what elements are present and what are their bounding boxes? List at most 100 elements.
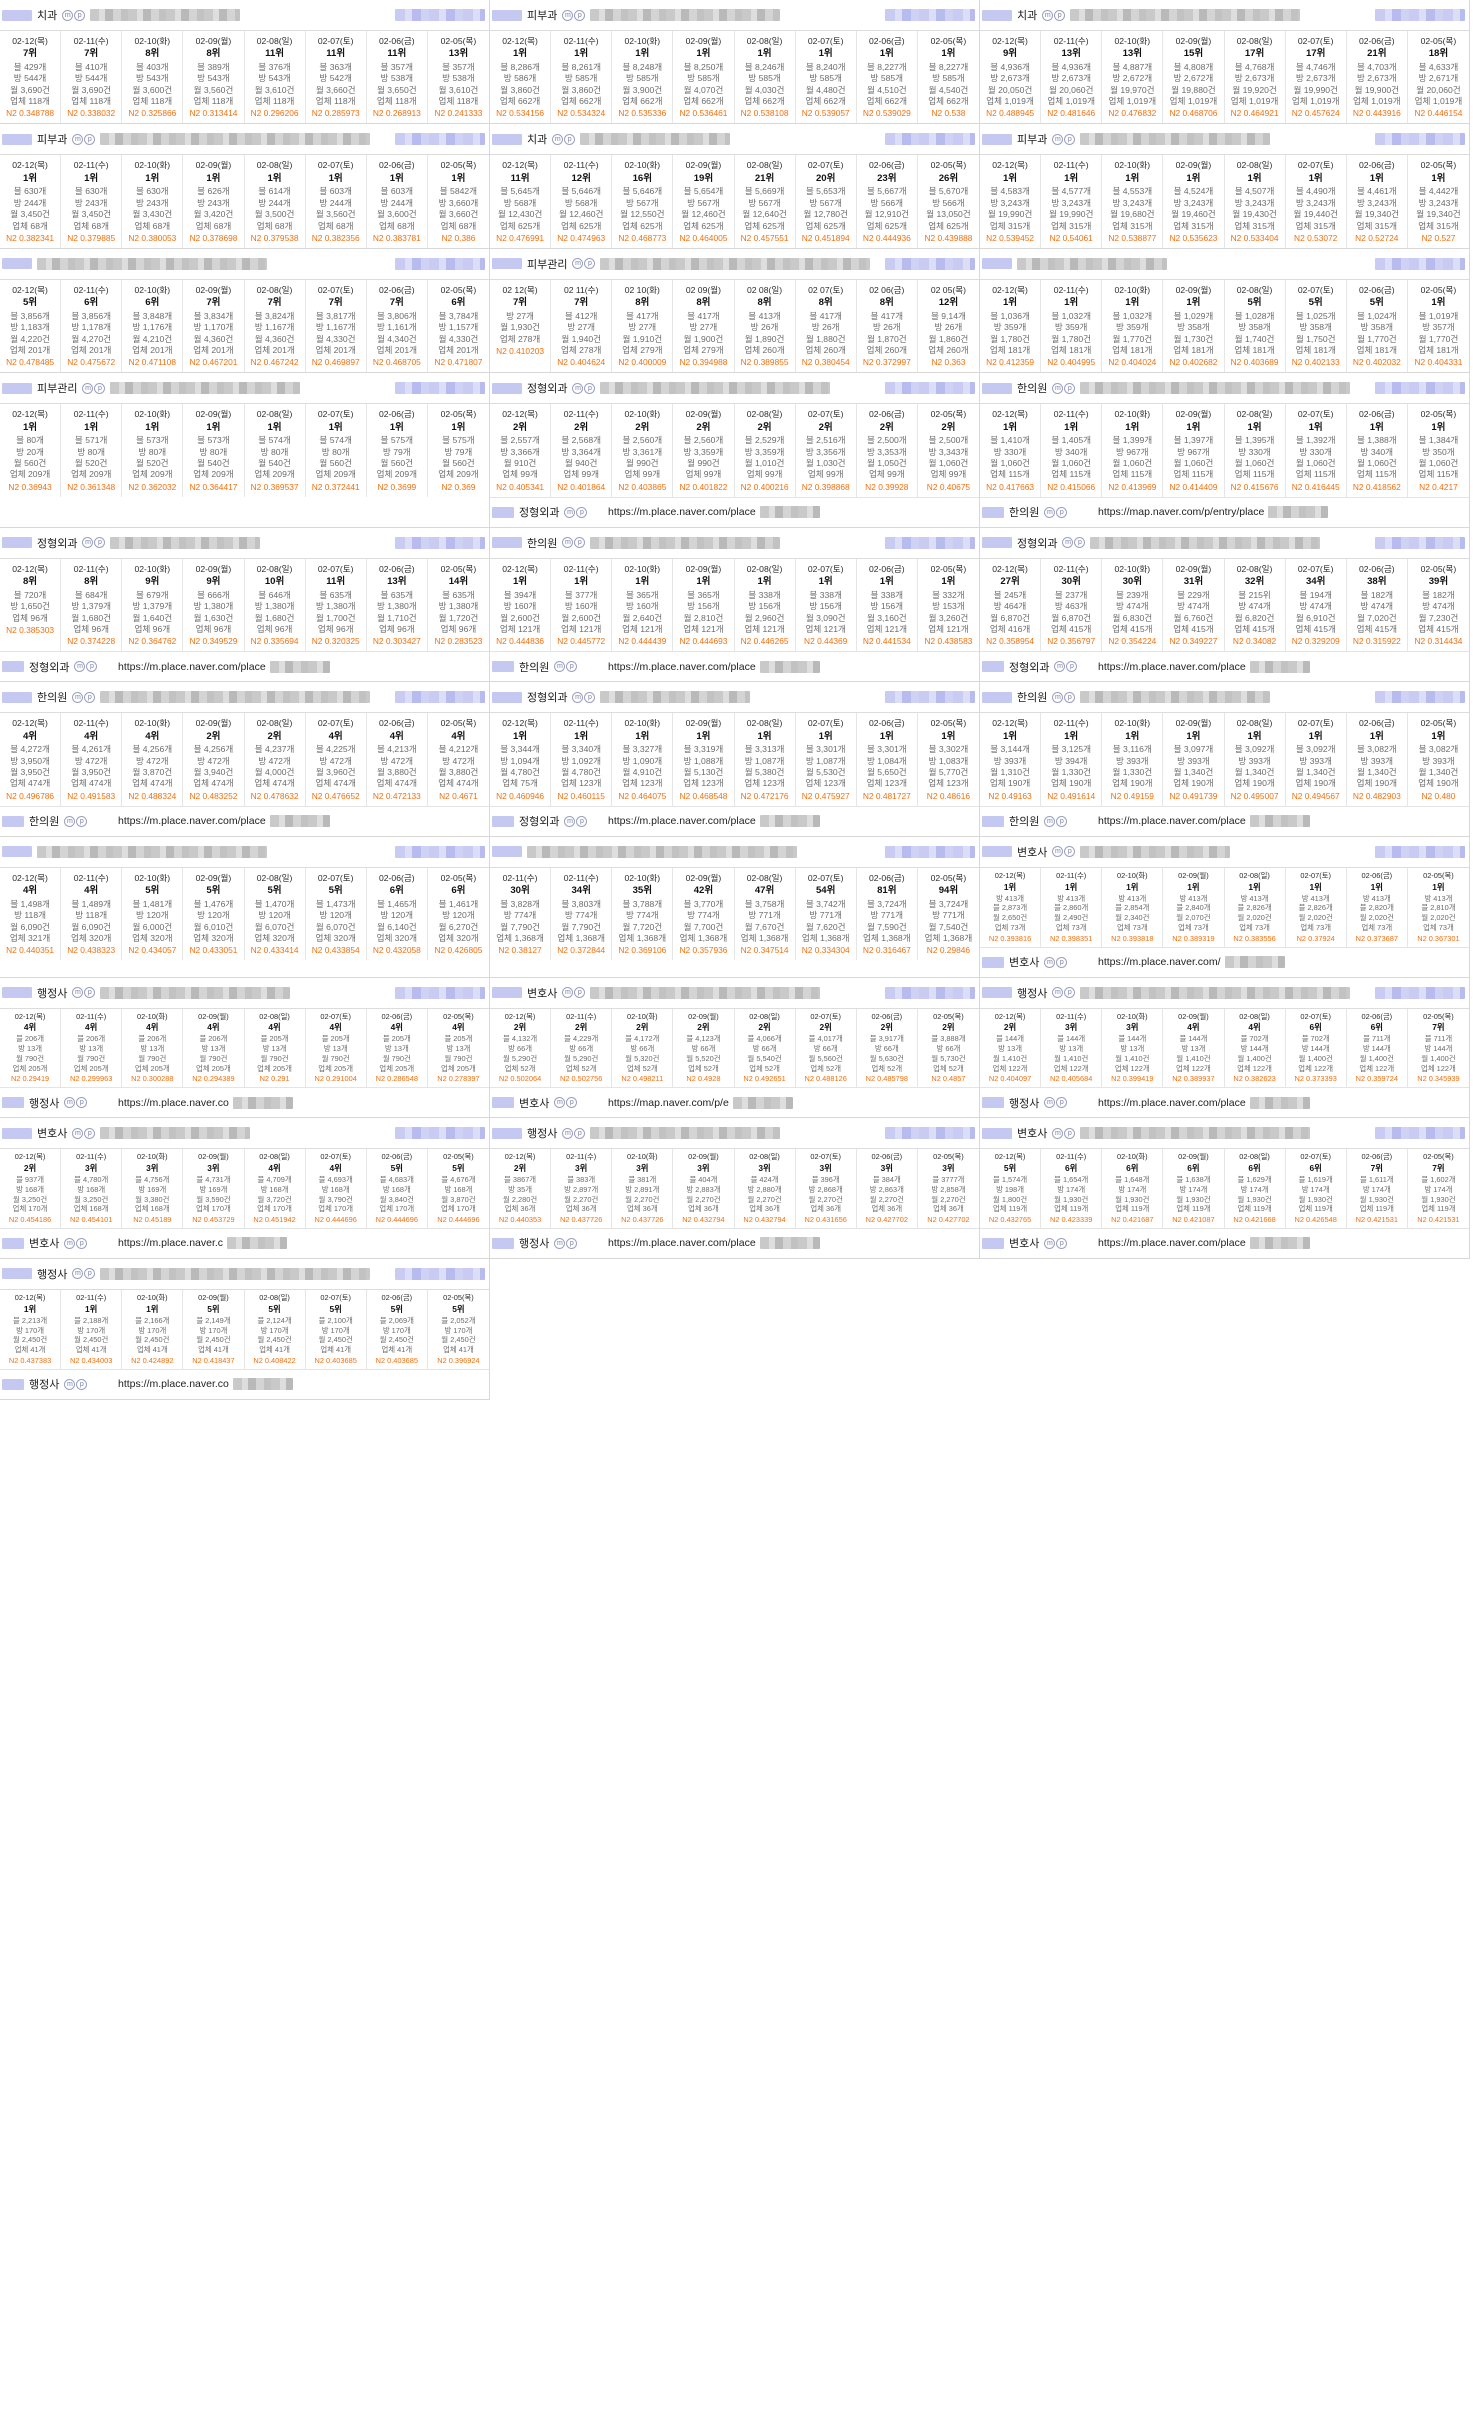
url-link[interactable]: https://m.place.naver.com/place [608,815,979,828]
rank-cell[interactable]: 02-12(목) 1위 블 80개 방 20개 월 560건 업체 209개 N2 0.36… [0,404,62,497]
rank-cell[interactable]: 02-05(목) 1위 블 575개 방 79개 월 560건 업체 209개 N2 0.3… [428,404,489,496]
rank-cell[interactable]: 02-11(수) 1위 블 630개 방 243개 월 3,450건 업체 68개 N2 0… [61,155,123,248]
url-link[interactable]: https://m.place.naver.com/ [1098,956,1469,968]
rank-cell[interactable]: 02-06(금) 4위 블 4,213개 방 472개 월 3,880건 업체 474개 N… [367,713,428,806]
rank-cell[interactable]: 02-05(목) 6위 블 1,461개 방 120개 월 6,270건 업체 320개 N… [428,868,489,960]
rank-cell[interactable]: 02-12(목) 7위 블 429개 방 544개 월 3,690건 업체 118개 N2 … [0,31,62,124]
rank-cell[interactable]: 02-12(목) 4위 블 206개 방 13개 월 790건 업체 205개 N2 0.2… [0,1008,62,1088]
rank-cell[interactable]: 02-10(화) 2위 블 4,172개 방 66개 월 5,320건 업체 52개 N2 … [612,1008,674,1088]
rank-cell[interactable]: 02-09(월) 7위 블 3,834개 방 1,170개 월 4,360건 업체 201… [183,279,245,373]
rank-cell[interactable]: 02-09(월) 2위 블 2,560개 방 3,359개 월 990건 업체 99개 N2… [673,404,735,497]
rank-cell[interactable]: 02-09(월) 4위 블 206개 방 13개 월 790건 업체 205개 N2 0.2… [183,1008,245,1088]
rank-cell[interactable]: 02-08(일) 2위 블 4,066개 방 66개 월 5,540건 업체 52개 N2 … [735,1008,796,1088]
rank-cell[interactable]: 02-07(토) 11위 블 635개 방 1,380개 월 1,700건 업체 96개 N… [306,558,367,652]
rank-cell[interactable]: 02-07(토) 1위 블 574개 방 80개 월 560건 업체 209개 N2 0.3… [306,404,367,497]
url-text[interactable]: https://m.place.naver.com/ [1098,956,1221,968]
url-text[interactable]: https://m.place.naver.co [118,1096,229,1109]
rank-cell[interactable]: 02-09(월) 5위 블 1,476개 방 120개 월 6,010건 업체 320개 N… [183,867,245,961]
rank-cell[interactable]: 02 09(월) 8위 블 417개 방 27개 월 1,900건 업체 279개 N2 0… [673,279,735,373]
rank-cell[interactable]: 02-08(일) 6위 블 1,629개 방 174개 월 1,930건 업체 119개 N… [1225,1149,1286,1228]
rank-cell[interactable]: 02-07(토) 54위 블 3,742개 방 771개 월 7,620건 업체 1,36… [796,867,857,961]
rank-cell[interactable]: 02-07(토) 4위 블 4,693개 방 168개 월 3,790건 업체 170개 N… [306,1149,367,1228]
rank-cell[interactable]: 02 05(목) 12위 블 9,14개 방 26개 월 1,860건 업체 260개 N2… [918,280,979,372]
rank-cell[interactable]: 02-08(일) 1위 블 338개 방 156개 월 2,960건 업체 121개 N2 … [735,558,796,652]
rank-cell[interactable]: 02-08(일) 32위 블 215위 방 474개 월 6,820건 업체 415개 N2… [1225,558,1286,652]
rank-cell[interactable]: 02-12(목) 9위 블 4,936개 방 2,673개 월 20,050건 업체 1,… [980,31,1042,124]
url-text[interactable]: https://m.place.naver.co [118,1378,229,1391]
url-link[interactable]: https://m.place.naver.com/place [1098,815,1469,828]
url-link[interactable]: https://m.place.naver.co [118,1378,489,1391]
rank-cell[interactable]: 02-07(토) 1위 블 8,240개 방 585개 월 4,480건 업체 662개 N… [796,31,857,124]
rank-cell[interactable]: 02-10(화) 6위 블 3,848개 방 1,176개 월 4,210건 업체 201… [122,279,184,373]
rank-cell[interactable]: 02-08(일) 1위 블 3,092개 방 393개 월 1,340건 업체 190개 N… [1225,713,1286,806]
rank-cell[interactable]: 02-07(토) 5위 블 1,473개 방 120개 월 6,070건 업체 320개 N… [306,867,367,961]
rank-cell[interactable]: 02-06(금) 1위 블 3,301개 방 1,084개 월 5,650건 업체 123… [857,713,918,806]
url-text[interactable]: https://m.place.naver.com/place [118,660,266,673]
rank-cell[interactable]: 02-08(일) 21위 블 5,669개 방 567개 월 12,640건 업체 625… [735,155,796,248]
rank-cell[interactable]: 02-08(일) 4위 블 205개 방 13개 월 790건 업체 205개 N2 0.2… [245,1008,306,1088]
rank-cell[interactable]: 02-12(목) 1위 블 630개 방 244개 월 3,450건 업체 68개 N2 0… [0,155,62,248]
rank-cell[interactable]: 02-09(월) 4위 블 144개 방 13개 월 1,410건 업체 122개 N2 0… [1163,1008,1225,1088]
rank-cell[interactable]: 02-10(화) 1위 블 1,399개 방 967개 월 1,060건 업체 115개 N… [1102,404,1164,497]
url-text[interactable]: https://m.place.naver.com/place [1098,815,1246,828]
rank-cell[interactable]: 02-09(월) 2위 블 4,256개 방 472개 월 3,940건 업체 474개 N… [183,713,245,806]
rank-cell[interactable]: 02-11(수) 1위 블 571개 방 80개 월 520건 업체 209개 N2 0.3… [61,404,123,497]
rank-cell[interactable]: 02-12(목) 8위 블 720개 방 1,650건 업체 96개 N2 0.38530… [0,558,62,652]
rank-cell[interactable]: 02-07(토) 11위 블 363개 방 542개 월 3,660건 업체 118개 N2… [306,31,367,124]
rank-cell[interactable]: 02-10(화) 30위 블 239개 방 474개 월 6,830건 업체 415개 N2… [1102,558,1164,652]
rank-cell[interactable]: 02-05(목) 1위 블 1,019개 방 357개 월 1,770건 업체 181개 N… [1408,280,1469,372]
rank-cell[interactable]: 02-07(토) 1위 블 3,092개 방 393개 월 1,340건 업체 190개 N… [1286,713,1347,806]
rank-cell[interactable]: 02-06(금) 11위 블 357개 방 538개 월 3,650건 업체 118개 N2… [367,31,428,124]
rank-cell[interactable]: 02-06(금) 5위 블 4,683개 방 168개 월 3,840건 업체 170개 N… [367,1149,428,1228]
rank-cell[interactable]: 02-05(목) 14위 블 635개 방 1,380개 월 1,720건 업체 96개 N… [428,559,489,651]
rank-cell[interactable]: 02-10(화) 1위 블 1,032개 방 359개 월 1,770건 업체 181개 N… [1102,279,1164,373]
rank-cell[interactable]: 02-10(화) 1위 블 2,166개 방 170개 월 2,450건 업체 41개 N2… [122,1289,184,1369]
rank-cell[interactable]: 02-06(금) 6위 블 711개 방 144개 월 1,400건 업체 122개 N2 … [1347,1008,1408,1088]
rank-cell[interactable]: 02-12(목) 2위 블 937개 방 168개 월 3,250건 업체 170개 N2 … [0,1149,62,1228]
rank-cell[interactable]: 02-10(화) 13위 블 4,887개 방 2,672개 월 19,970건 업체 1… [1102,31,1164,124]
rank-cell[interactable]: 02-07(토) 1위 방 413개 블 2,826개 월 2,020건 업체 73개 N2… [1286,867,1347,947]
rank-cell[interactable]: 02-06(금) 1위 블 8,227개 방 585개 월 4,510건 업체 662개 N… [857,31,918,124]
url-text[interactable]: https://m.place.naver.com/place [1098,1237,1246,1250]
rank-cell[interactable]: 02-06(금) 1위 블 603개 방 244개 월 3,600건 업체 68개 N2 0… [367,155,428,248]
rank-cell[interactable]: 02-05(목) 5위 블 4,676개 방 168개 월 3,870건 업체 170개 N… [428,1149,489,1228]
rank-cell[interactable]: 02-07(토) 7위 블 3,817개 방 1,167개 월 4,330건 업체 201… [306,279,367,373]
url-text[interactable]: https://map.naver.com/p/entry/place [1098,506,1265,519]
url-text[interactable]: https://m.place.naver.c [118,1237,224,1250]
rank-cell[interactable]: 02-12(목) 1위 블 4,583개 방 3,243개 월 19,990건 업체 31… [980,155,1042,248]
rank-cell[interactable]: 02-12(목) 11위 블 5,645개 방 568개 월 12,430건 업체 625… [490,155,552,248]
rank-cell[interactable]: 02-10(화) 16위 블 5,646개 방 567개 월 12,550건 업체 625… [612,155,674,248]
rank-cell[interactable]: 02-11(수) 3위 블 383개 방 2,897개 월 2,270건 업체 36개 N2… [551,1149,613,1228]
rank-cell[interactable]: 02 08(일) 8위 블 413개 방 26개 월 1,890건 업체 260개 N2 0… [735,279,796,373]
rank-cell[interactable]: 02-06(금) 1위 블 575개 방 79개 월 560건 업체 209개 N2 0.3… [367,404,428,497]
rank-cell[interactable]: 02-12(목) 1위 블 3,344개 방 1,094개 월 4,780건 업체 75개… [490,713,552,806]
rank-cell[interactable]: 02-11(수) 34위 블 3,803개 방 774개 월 7,790건 업체 1,36… [551,867,613,961]
rank-cell[interactable]: 02-11(수) 6위 블 1,654개 방 174개 월 1,930건 업체 119개 N… [1041,1149,1103,1228]
rank-cell[interactable]: 02-05(목) 1위 블 3,302개 방 1,083개 월 5,770건 업체 123… [918,713,979,805]
rank-cell[interactable]: 02-05(목) 1위 방 413개 블 2,810개 월 2,020건 업체 73개 N2… [1408,868,1469,947]
rank-cell[interactable]: 02 11(수) 7위 블 412개 방 27개 월 1,940건 업체 278개 N2 0… [551,279,613,373]
rank-cell[interactable]: 02-10(화) 3위 블 381개 방 2,891개 월 2,270건 업체 36개 N2… [612,1149,674,1228]
rank-cell[interactable]: 02-05(목) 4위 블 4,212개 방 472개 월 3,880건 업체 474개 N… [428,713,489,805]
url-text[interactable]: https://map.naver.com/p/e [608,1096,729,1109]
rank-cell[interactable]: 02-09(월) 1위 방 413개 블 2,840개 월 2,070건 업체 73개 N2… [1163,867,1225,947]
rank-cell[interactable]: 02-05(목) 26위 블 5,670개 방 566개 월 13,050건 업체 625… [918,155,979,247]
rank-cell[interactable]: 02-08(일) 11위 블 376개 방 543개 월 3,610건 업체 118개 N2… [245,31,306,124]
rank-cell[interactable]: 02-05(목) 1위 블 8,227개 방 585개 월 4,540건 업체 662개 N… [918,31,979,123]
rank-cell[interactable]: 02-11(수) 1위 블 3,340개 방 1,092개 월 4,780건 업체 123… [551,713,613,806]
rank-cell[interactable]: 02-06(금) 38위 블 182개 방 474개 월 7,020건 업체 415개 N2… [1347,558,1408,652]
rank-cell[interactable]: 02-05(목) 1위 블 3,082개 방 393개 월 1,340건 업체 190개 N… [1408,713,1469,805]
rank-cell[interactable]: 02-09(월) 19위 블 5,654개 방 567개 월 12,460건 업체 625… [673,155,735,248]
rank-cell[interactable]: 02-09(월) 15위 블 4,808개 방 2,672개 월 19,880건 업체 1… [1163,31,1225,124]
rank-cell[interactable]: 02-07(토) 2위 블 2,516개 방 3,356개 월 1,030건 업체 99개… [796,404,857,497]
rank-cell[interactable]: 02-12(목) 2위 블 2,557개 방 3,366개 월 910건 업체 99개 N2… [490,404,552,497]
rank-cell[interactable]: 02-09(월) 5위 블 2,149개 방 170개 월 2,450건 업체 41개 N2… [183,1289,245,1369]
url-text[interactable]: https://m.place.naver.com/place [608,660,756,673]
rank-cell[interactable]: 02-05(목) 13위 블 357개 방 538개 월 3,610건 업체 118개 N2… [428,31,489,123]
rank-cell[interactable]: 02-12(목) 2위 블 144개 방 13개 월 1,410건 업체 122개 N2 0… [980,1008,1042,1088]
rank-cell[interactable]: 02-10(화) 1위 블 573개 방 80개 월 520건 업체 209개 N2 0.3… [122,404,184,497]
rank-cell[interactable]: 02-11(수) 30위 블 3,828개 방 774개 월 7,790건 업체 1,36… [490,867,552,961]
rank-cell[interactable]: 02-11(수) 4위 블 4,261개 방 472개 월 3,950건 업체 474개 N… [61,713,123,806]
url-link[interactable]: https://m.place.naver.com/place [118,660,489,673]
rank-cell[interactable]: 02-11(수) 1위 블 377개 방 160개 월 2,600건 업체 121개 N2 … [551,558,613,652]
